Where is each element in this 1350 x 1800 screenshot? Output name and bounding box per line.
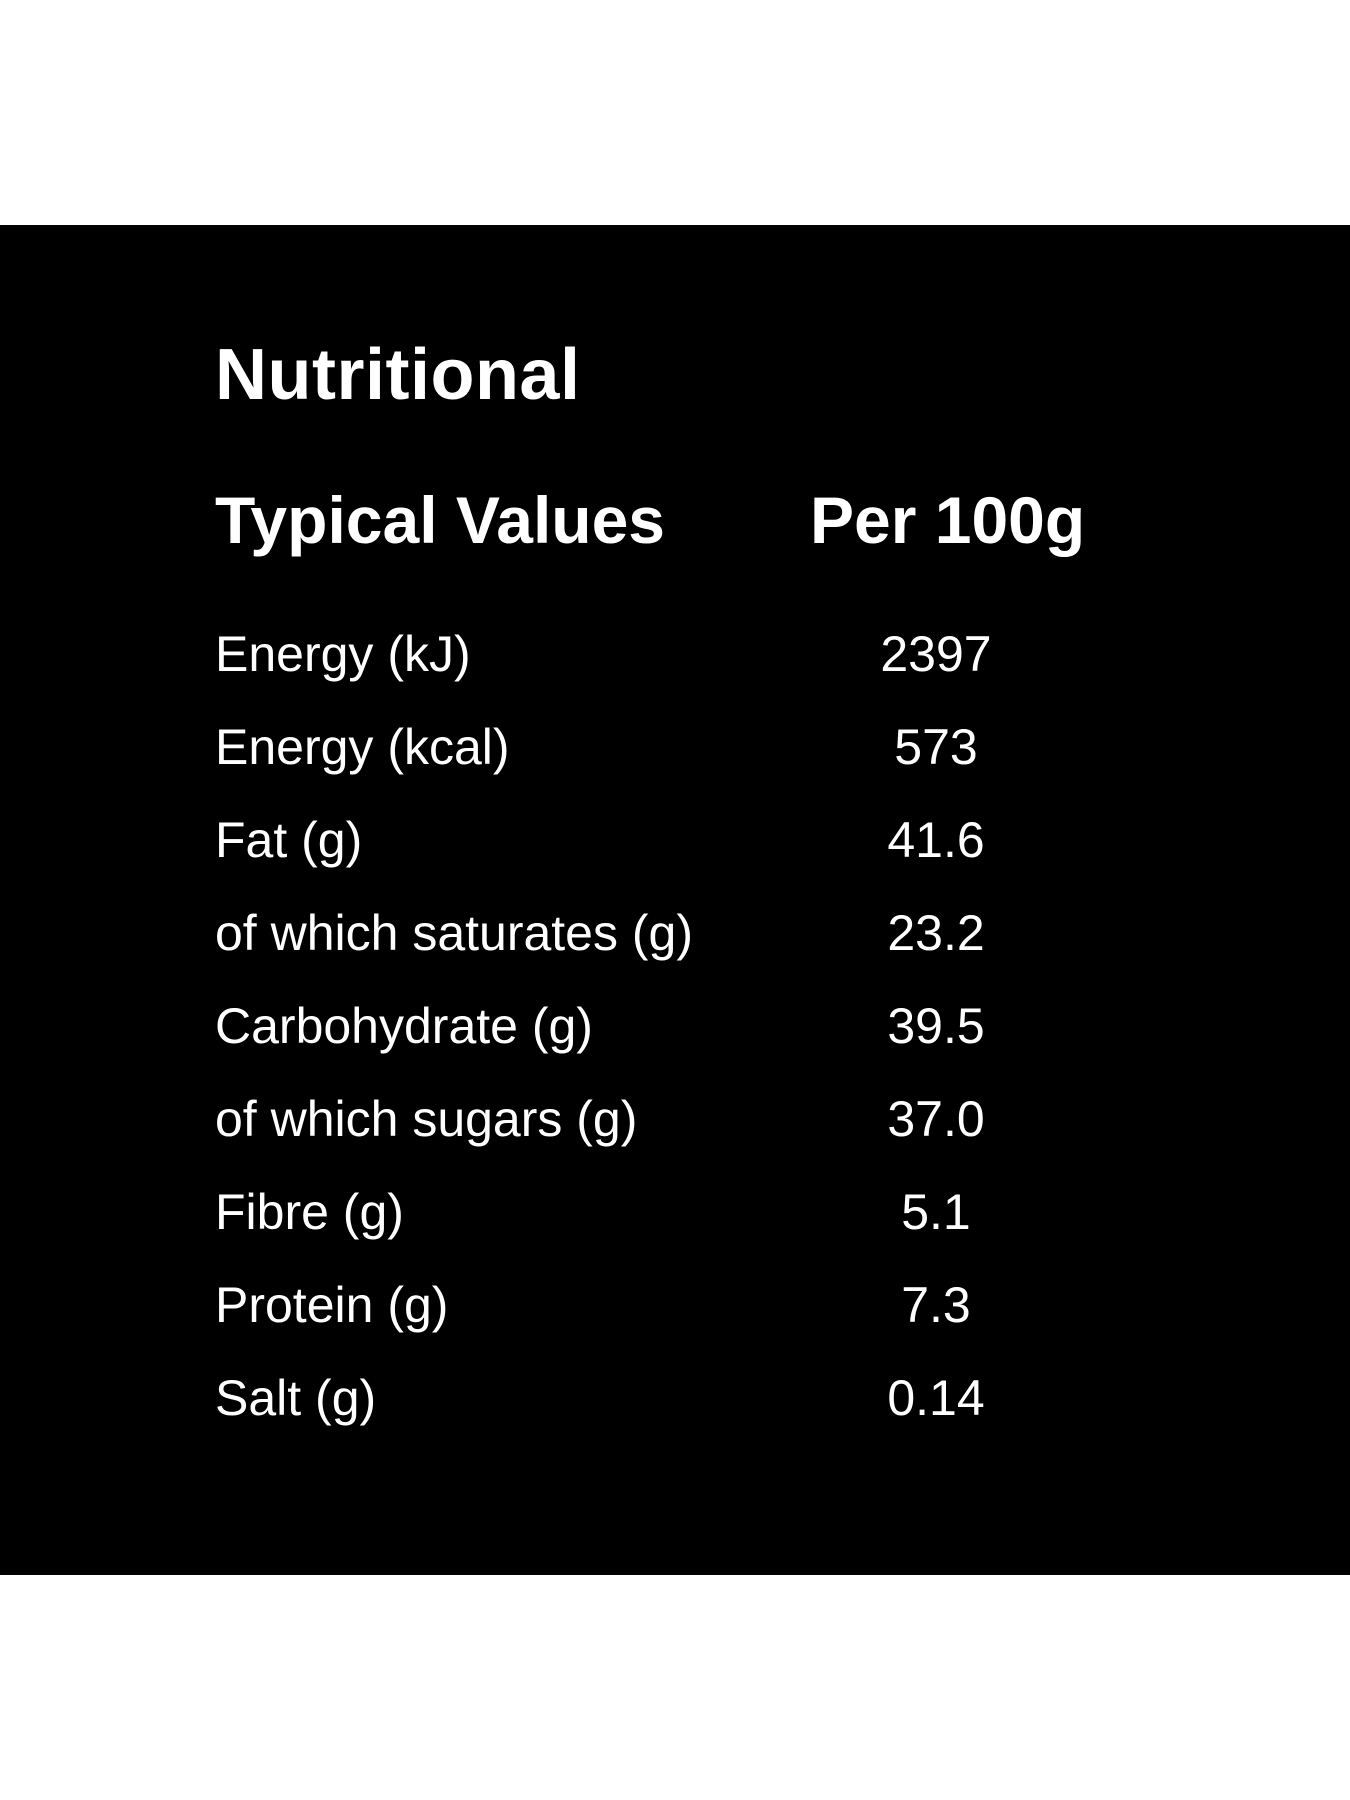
table-row: Energy (kcal) 573 bbox=[0, 701, 1350, 794]
header-typical-values: Typical Values bbox=[215, 483, 666, 557]
table-row: Fat (g) 41.6 bbox=[0, 794, 1350, 887]
panel-title: Nutritional bbox=[215, 335, 581, 415]
nutrition-table: Energy (kJ) 2397 Energy (kcal) 573 Fat (… bbox=[0, 608, 1350, 1445]
nutrient-label: of which sugars (g) bbox=[215, 1091, 638, 1147]
header-per-100g: Per 100g bbox=[810, 483, 1086, 557]
nutrient-label: of which saturates (g) bbox=[215, 905, 693, 961]
nutrient-value: 23.2 bbox=[887, 905, 985, 961]
table-row: Protein (g) 7.3 bbox=[0, 1259, 1350, 1352]
nutrient-label: Energy (kcal) bbox=[215, 719, 510, 775]
nutrition-panel bbox=[0, 225, 1350, 1575]
nutrient-value: 2397 bbox=[880, 626, 992, 682]
nutrient-value: 7.3 bbox=[901, 1277, 971, 1333]
nutrient-value: 0.14 bbox=[887, 1370, 985, 1426]
nutrient-value: 37.0 bbox=[887, 1091, 985, 1147]
table-row: of which saturates (g) 23.2 bbox=[0, 887, 1350, 980]
nutrient-value: 41.6 bbox=[887, 812, 985, 868]
nutrient-value: 5.1 bbox=[901, 1184, 971, 1240]
nutrient-label: Protein (g) bbox=[215, 1277, 449, 1333]
table-row: Carbohydrate (g) 39.5 bbox=[0, 980, 1350, 1073]
nutrient-label: Fibre (g) bbox=[215, 1184, 404, 1240]
table-header: Typical Values Per 100g bbox=[0, 475, 1350, 565]
table-row: Salt (g) 0.14 bbox=[0, 1352, 1350, 1445]
nutrient-value: 39.5 bbox=[887, 998, 985, 1054]
nutrient-label: Energy (kJ) bbox=[215, 626, 471, 682]
table-row: Fibre (g) 5.1 bbox=[0, 1166, 1350, 1259]
nutrient-value: 573 bbox=[894, 719, 978, 775]
table-row: Energy (kJ) 2397 bbox=[0, 608, 1350, 701]
table-row: of which sugars (g) 37.0 bbox=[0, 1073, 1350, 1166]
nutrient-label: Carbohydrate (g) bbox=[215, 998, 593, 1054]
nutrient-label: Salt (g) bbox=[215, 1370, 377, 1426]
nutrient-label: Fat (g) bbox=[215, 812, 363, 868]
